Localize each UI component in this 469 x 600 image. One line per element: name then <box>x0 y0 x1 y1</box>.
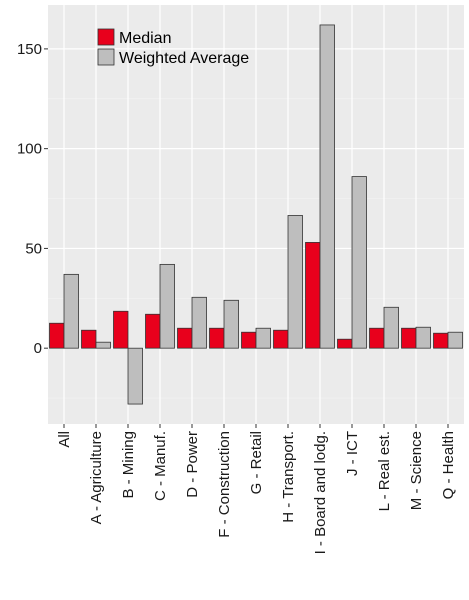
x-tick-label: B - Mining <box>120 431 137 499</box>
x-tick-label: Q - Health <box>440 431 457 499</box>
bar-weighted-average <box>95 341 111 349</box>
legend-key-weighted-average <box>97 48 115 66</box>
y-tick-label: 50 <box>25 240 42 257</box>
bar-median <box>49 322 65 349</box>
bar-weighted-average <box>287 215 303 349</box>
bar-weighted-average <box>159 263 175 349</box>
bar-weighted-average <box>319 24 335 349</box>
x-axis: All A - Agriculture B - Mining C - Manuf. D … <box>56 424 457 554</box>
bar-weighted-average <box>127 347 143 405</box>
legend-key-median <box>97 28 115 46</box>
bars <box>49 24 463 405</box>
x-tick-label: J - ICT <box>344 431 361 476</box>
bar-median <box>369 327 385 349</box>
bar-median <box>401 327 417 349</box>
x-tick-label: M - Science <box>408 431 425 510</box>
y-axis: 0 50 100 150 <box>17 41 48 357</box>
bar-median <box>177 327 193 349</box>
bar-median <box>81 329 97 349</box>
x-tick-label: H - Transport. <box>280 431 297 523</box>
legend-label-median: Median <box>119 30 171 47</box>
bar-median <box>273 329 289 349</box>
x-tick-label: L - Real est. <box>376 431 393 511</box>
bar-median <box>113 310 129 349</box>
x-tick-label: G - Retail <box>248 431 265 494</box>
bar-weighted-average <box>223 299 239 349</box>
bar-median <box>433 332 449 349</box>
x-tick-label: I - Board and lodg. <box>312 431 329 554</box>
y-tick-label: 100 <box>17 141 42 158</box>
bar-median <box>145 313 161 349</box>
x-tick-label: C - Manuf. <box>152 431 169 501</box>
bar-weighted-average <box>191 296 207 349</box>
x-tick-label: A - Agriculture <box>88 431 105 524</box>
x-tick-label: D - Power <box>184 431 201 498</box>
legend-label-weighted-average: Weighted Average <box>119 50 249 67</box>
bar-median <box>305 242 321 349</box>
bar-weighted-average <box>383 306 399 349</box>
y-tick-label: 0 <box>34 340 42 357</box>
bar-median <box>209 327 225 349</box>
x-tick-label: All <box>56 431 73 448</box>
legend: Median Weighted Average <box>97 28 249 67</box>
bar-weighted-average <box>351 176 367 349</box>
bar-weighted-average <box>255 327 271 349</box>
y-tick-label: 150 <box>17 41 42 58</box>
bar-weighted-average <box>415 326 431 349</box>
x-tick-label: F - Construction <box>216 431 233 538</box>
bar-weighted-average <box>63 273 79 349</box>
bar-median <box>241 331 257 349</box>
bar-median <box>337 338 353 349</box>
bar-weighted-average <box>447 331 463 349</box>
